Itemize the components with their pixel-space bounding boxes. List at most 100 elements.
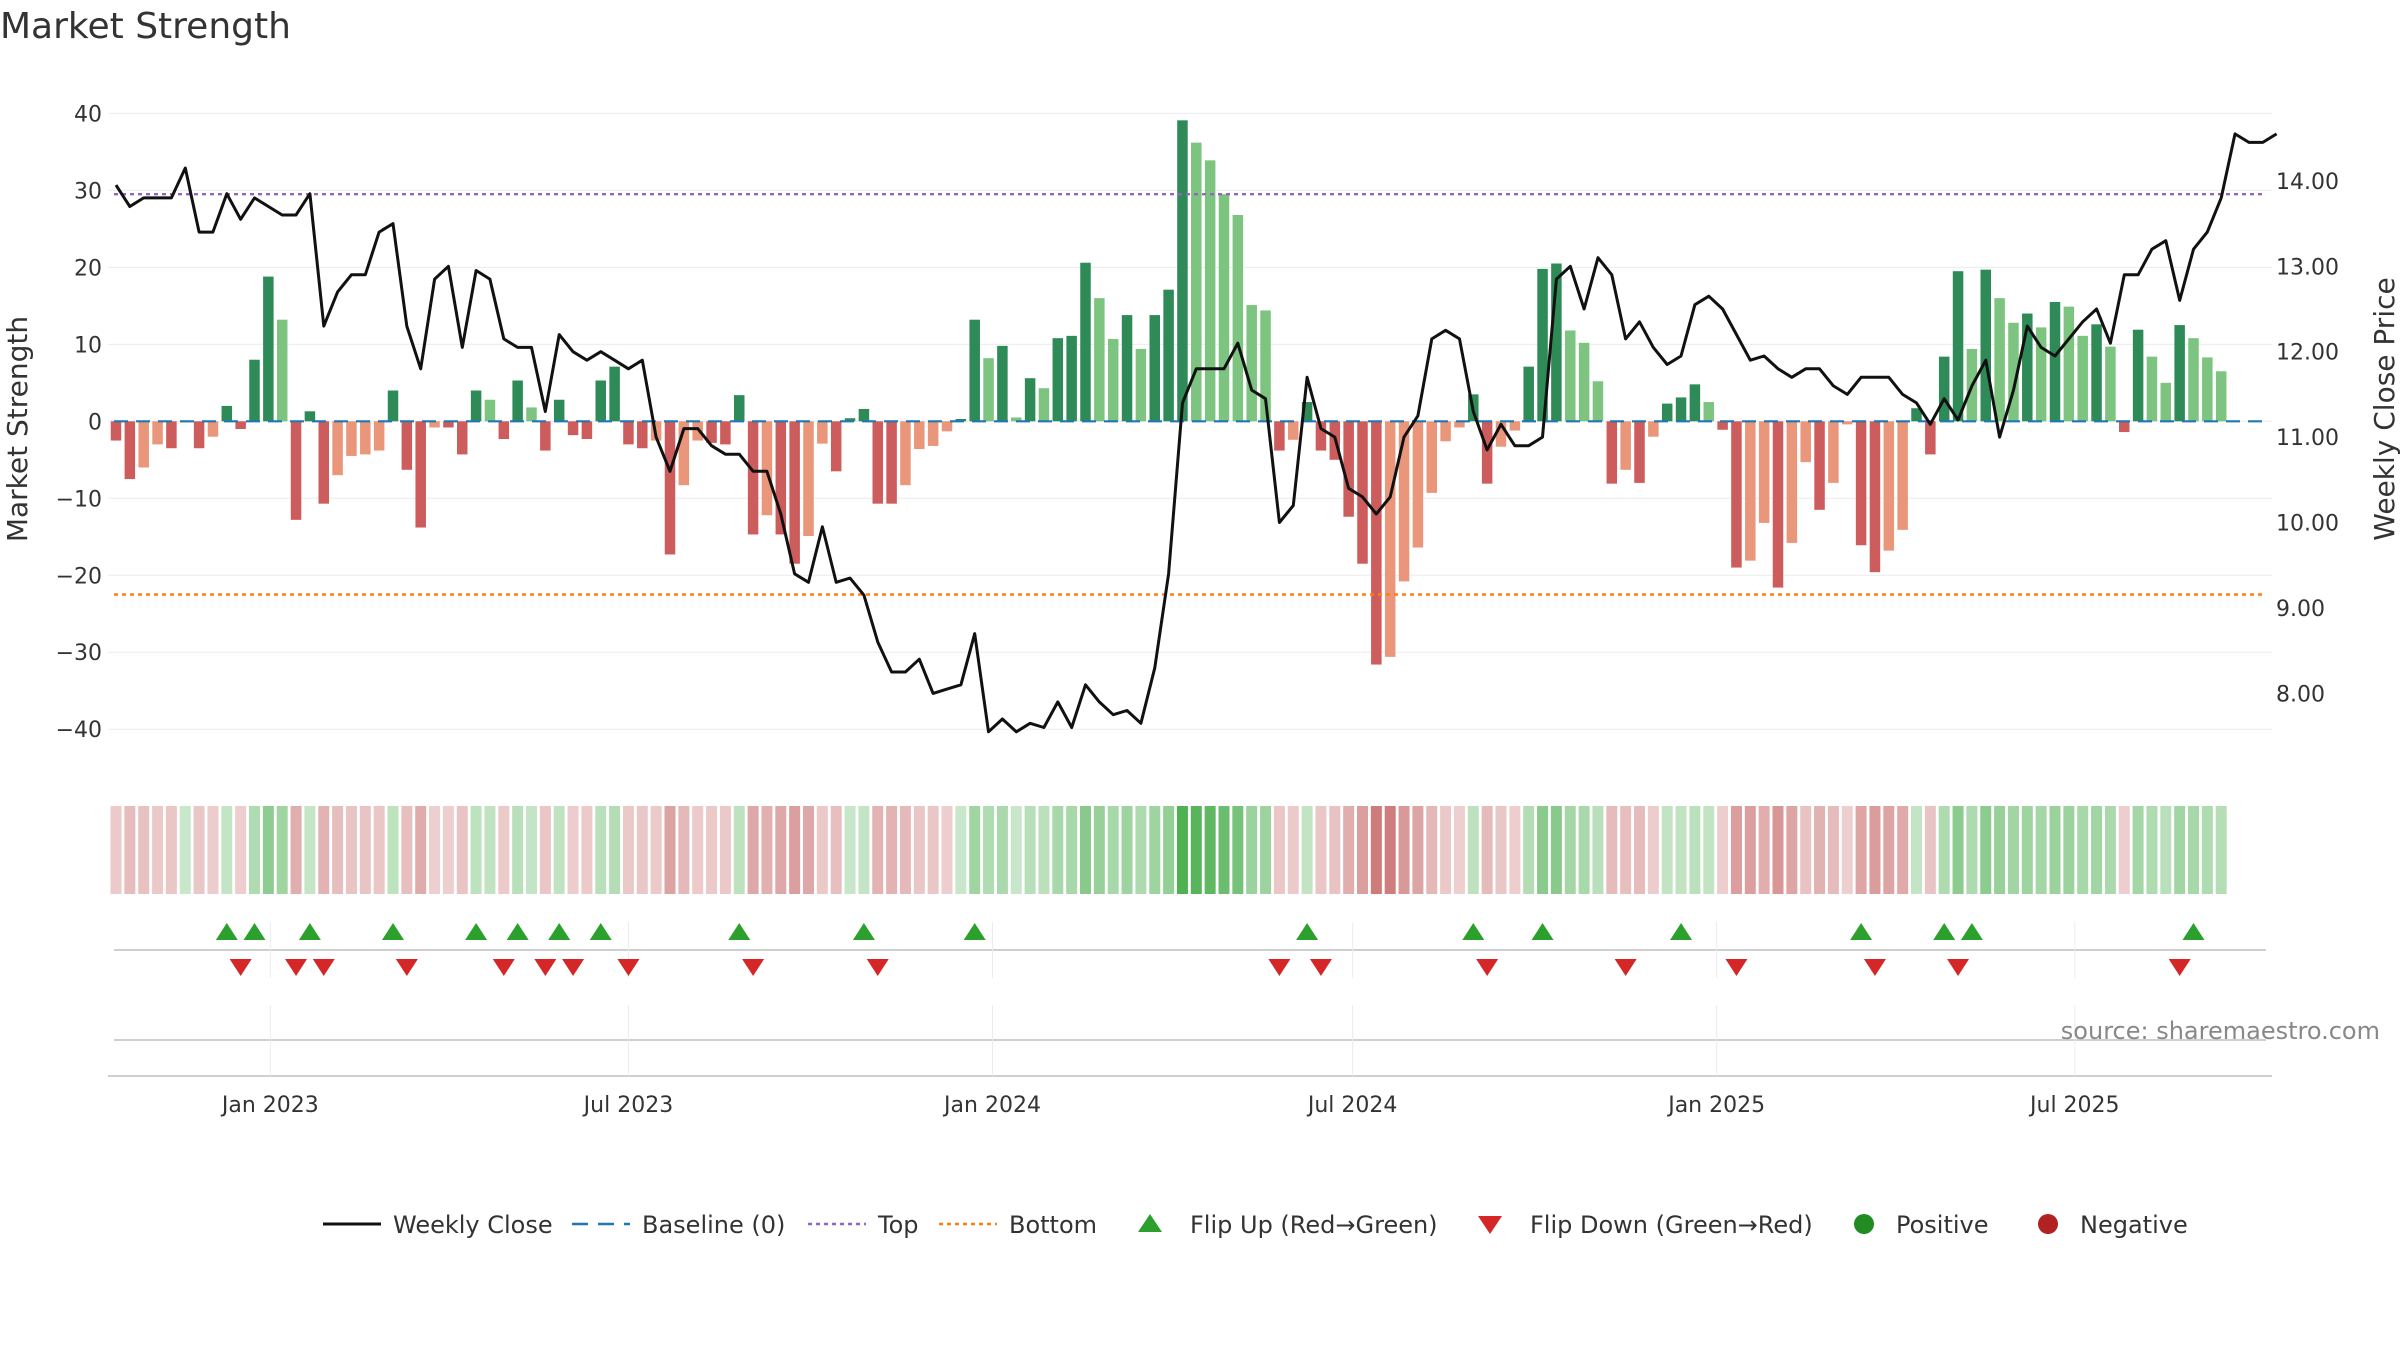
- x-tick-label: Jan 2025: [1666, 1093, 1765, 1118]
- strength-bar: [207, 421, 219, 437]
- strength-strip-cell: [193, 806, 205, 894]
- strength-strip-cell: [1107, 806, 1119, 894]
- flip-down-marker: [866, 959, 889, 976]
- x-tick-label: Jan 2024: [942, 1093, 1041, 1118]
- legend-label-flip_up: Flip Up (Red→Green): [1190, 1211, 1438, 1239]
- strength-bar: [2132, 329, 2144, 422]
- strength-strip-cell: [484, 806, 496, 894]
- strength-strip-cell: [2007, 806, 2019, 894]
- strength-bar: [1066, 335, 1077, 422]
- strength-bar: [1509, 421, 1521, 431]
- strength-strip-cell: [1010, 806, 1022, 894]
- strength-strip-cell: [567, 806, 579, 894]
- flip-up-marker: [963, 923, 986, 940]
- strength-bar: [221, 405, 233, 422]
- legend-label-baseline: Baseline (0): [642, 1211, 785, 1239]
- y-tick-label: −10: [56, 487, 102, 512]
- strength-strip-cell: [1232, 806, 1244, 894]
- strength-bar: [1634, 421, 1645, 483]
- strength-bar: [1911, 408, 1922, 422]
- x-tick-label: Jul 2023: [582, 1093, 674, 1118]
- flip-up-marker: [382, 923, 404, 940]
- strength-bar: [1648, 421, 1659, 437]
- strength-bar: [872, 421, 883, 504]
- strength-bar: [1980, 269, 1991, 422]
- strength-strip-cell: [1398, 806, 1410, 894]
- strength-bar: [1343, 421, 1354, 517]
- strength-bar: [1371, 421, 1382, 665]
- strength-bar: [540, 421, 551, 451]
- y-tick-label: −30: [56, 641, 102, 666]
- strength-strip-cell: [1952, 806, 1964, 894]
- flip-down-marker: [229, 959, 252, 976]
- strength-bar: [1357, 421, 1368, 564]
- strength-bar: [1786, 421, 1798, 543]
- strength-strip-cell: [1897, 806, 1909, 894]
- strength-bar: [193, 421, 205, 449]
- strength-strip-cell: [1301, 806, 1313, 894]
- legend-circle-icon: [1854, 1214, 1874, 1234]
- strength-bar: [2188, 338, 2199, 422]
- strength-strip-cell: [1675, 806, 1687, 894]
- strength-bar: [1689, 384, 1701, 422]
- strength-bar: [720, 421, 731, 445]
- strength-strip-cell: [830, 806, 842, 894]
- flip-down-marker: [1614, 959, 1637, 976]
- strength-strip-cell: [2132, 806, 2144, 894]
- strength-bar: [997, 345, 1008, 422]
- strength-strip-cell: [1329, 806, 1341, 894]
- strength-bar: [900, 421, 911, 486]
- strength-bar: [595, 380, 606, 422]
- flip-up-marker: [728, 923, 751, 940]
- strength-strip-cell: [1190, 806, 1202, 894]
- strength-strip-cell: [415, 806, 427, 894]
- strength-bar: [553, 399, 565, 422]
- strength-strip-cell: [678, 806, 690, 894]
- y-tick-label: −20: [56, 564, 102, 589]
- flip-down-marker: [1725, 959, 1748, 976]
- strength-bar: [927, 421, 939, 446]
- strength-strip-cell: [2063, 806, 2075, 894]
- strength-bar: [941, 421, 953, 432]
- strength-strip-cell: [152, 806, 164, 894]
- strength-bar: [1703, 402, 1714, 422]
- strength-strip-cell: [1869, 806, 1881, 894]
- strength-bar: [2063, 306, 2075, 422]
- strength-strip-cell: [526, 806, 537, 894]
- strength-bar: [1038, 388, 1050, 422]
- strength-bar: [1551, 263, 1562, 422]
- strength-strip-cell: [1121, 806, 1133, 894]
- flip-up-marker: [1296, 923, 1319, 940]
- strength-bar: [1288, 421, 1299, 440]
- strength-bar: [2105, 346, 2116, 422]
- strength-strip-cell: [1287, 806, 1299, 894]
- strength-strip-cell: [803, 806, 814, 894]
- strength-strip-cell: [899, 806, 911, 894]
- strength-strip-cell: [539, 806, 551, 894]
- y2-axis-title: Weekly Close Price: [2368, 277, 2400, 540]
- strength-bar: [2119, 421, 2130, 433]
- y2-tick-label: 14.00: [2276, 170, 2339, 195]
- strength-strip-cell: [1814, 806, 1826, 894]
- strength-bar: [581, 421, 593, 440]
- strength-bar: [664, 421, 676, 555]
- strength-strip-cell: [1800, 806, 1812, 894]
- strength-bar: [955, 418, 967, 422]
- strength-bar: [761, 421, 773, 516]
- strength-strip-cell: [747, 806, 759, 894]
- strength-strip-cell: [2021, 806, 2033, 894]
- strength-bar: [373, 421, 385, 451]
- strength-bar: [1495, 421, 1507, 447]
- strength-strip-cell: [2049, 806, 2061, 894]
- strength-bar: [512, 380, 523, 422]
- flip-up-marker: [1531, 923, 1554, 940]
- strength-strip-cell: [983, 806, 995, 894]
- strength-bar: [2049, 301, 2061, 422]
- flip-up-marker: [465, 923, 488, 940]
- strength-strip-cell: [941, 806, 953, 894]
- strength-bar: [1163, 289, 1174, 422]
- strength-strip-cell: [235, 806, 247, 894]
- flip-up-marker: [1670, 923, 1693, 940]
- strength-strip-cell: [692, 806, 704, 894]
- strength-strip-cell: [429, 806, 441, 894]
